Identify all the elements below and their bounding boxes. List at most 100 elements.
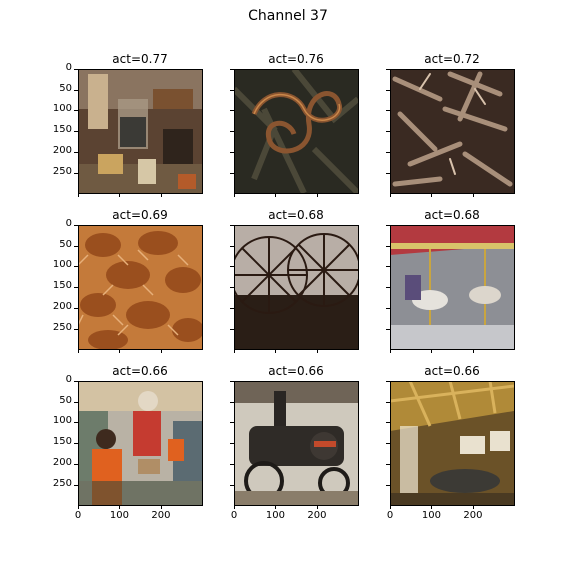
y-tick-mark — [74, 401, 78, 403]
y-tick-label: 50 — [59, 82, 72, 94]
y-tick-mark — [230, 443, 234, 444]
panel-title: act=0.66 — [268, 364, 324, 378]
x-tick-label: 100 — [421, 510, 442, 521]
y-tick-mark — [74, 422, 78, 424]
y-tick-mark — [74, 89, 78, 91]
y-tick-mark — [230, 287, 234, 288]
y-tick-mark — [74, 463, 78, 465]
y-tick-label: 0 — [65, 374, 72, 385]
panel-title: act=0.68 — [268, 208, 324, 222]
y-tick-mark — [230, 463, 234, 465]
panel-image-barn-interior — [390, 381, 514, 505]
panel-title: act=0.69 — [112, 208, 168, 222]
y-tick-mark — [230, 307, 234, 309]
y-tick-mark — [230, 131, 234, 132]
y-tick-mark — [386, 266, 390, 268]
x-tick-mark — [119, 505, 121, 509]
panel-frame — [390, 225, 515, 350]
x-tick-label: 100 — [265, 510, 286, 521]
x-tick-mark — [431, 193, 433, 197]
panel-image-carousel — [390, 225, 514, 349]
y-tick-label: 200 — [52, 300, 72, 312]
x-tick-mark — [78, 193, 79, 197]
y-tick-label: 50 — [59, 394, 72, 406]
y-tick-label: 0 — [65, 62, 72, 73]
y-tick-mark — [74, 245, 78, 247]
y-tick-mark — [386, 151, 390, 153]
y-tick-mark — [74, 225, 78, 226]
x-tick-mark — [472, 349, 474, 353]
x-tick-mark — [390, 349, 391, 353]
x-tick-mark — [275, 349, 277, 353]
y-tick-mark — [74, 381, 78, 382]
x-tick-label: 0 — [74, 510, 82, 521]
y-tick-mark — [74, 69, 78, 70]
panel-title: act=0.76 — [268, 52, 324, 66]
panel-image-snake — [234, 69, 358, 193]
panel-frame — [390, 381, 515, 506]
y-tick-mark — [74, 443, 78, 444]
y-tick-label: 100 — [52, 103, 72, 115]
y-tick-mark — [386, 463, 390, 465]
y-tick-mark — [386, 328, 390, 330]
y-tick-mark — [74, 151, 78, 153]
y-tick-mark — [74, 131, 78, 132]
x-tick-mark — [234, 193, 235, 197]
y-tick-mark — [230, 422, 234, 424]
y-tick-mark — [386, 131, 390, 132]
x-tick-mark — [78, 505, 79, 509]
y-tick-mark — [386, 443, 390, 444]
y-tick-mark — [74, 287, 78, 288]
y-tick-label: 100 — [52, 415, 72, 427]
image-panel: act=0.69 0 50 100 150 200 250 — [53, 208, 203, 353]
y-tick-mark — [386, 307, 390, 309]
panel-frame — [234, 225, 359, 350]
y-tick-mark — [386, 484, 390, 486]
x-tick-mark — [390, 193, 391, 197]
y-tick-mark — [386, 422, 390, 424]
panel-image-crabs — [78, 225, 202, 349]
x-tick-mark — [160, 505, 162, 509]
image-panel: act=0.66 0 100 200 — [386, 364, 515, 521]
y-tick-label: 100 — [52, 259, 72, 271]
image-panel: act=0.76 — [230, 52, 359, 197]
y-tick-label: 0 — [65, 218, 72, 229]
y-tick-mark — [230, 484, 234, 486]
image-panel: act=0.68 — [386, 208, 515, 353]
y-tick-mark — [386, 172, 390, 174]
y-tick-label: 250 — [52, 165, 72, 177]
x-tick-mark — [316, 349, 318, 353]
y-tick-label: 250 — [52, 477, 72, 489]
y-tick-label: 200 — [52, 144, 72, 156]
y-tick-mark — [230, 172, 234, 174]
y-tick-mark — [230, 266, 234, 268]
y-tick-mark — [386, 245, 390, 247]
panel-frame — [78, 225, 203, 350]
panel-image-shop-people — [78, 381, 202, 505]
panel-title: act=0.66 — [424, 364, 480, 378]
x-tick-label: 200 — [151, 510, 171, 521]
x-tick-label: 200 — [463, 510, 483, 521]
panel-frame — [78, 69, 203, 194]
y-tick-mark — [230, 225, 234, 226]
panel-image-wagon-wheels — [234, 225, 358, 349]
panel-image-store-interior — [78, 69, 202, 193]
y-tick-mark — [230, 151, 234, 153]
panel-frame — [234, 69, 359, 194]
y-tick-label: 150 — [52, 124, 72, 136]
y-tick-label: 250 — [52, 321, 72, 333]
x-tick-mark — [78, 349, 79, 353]
image-panel: act=0.66 0 100 200 — [230, 364, 359, 521]
x-tick-label: 0 — [230, 510, 238, 521]
y-tick-mark — [230, 245, 234, 247]
x-tick-mark — [316, 505, 318, 509]
panel-frame — [78, 381, 203, 506]
y-tick-mark — [230, 401, 234, 403]
x-tick-mark — [119, 349, 121, 353]
x-tick-mark — [234, 505, 235, 509]
panel-image-steam-engine — [234, 381, 358, 505]
panel-title: act=0.68 — [424, 208, 480, 222]
y-tick-mark — [386, 110, 390, 112]
y-tick-mark — [386, 381, 390, 382]
y-tick-label: 50 — [59, 238, 72, 250]
